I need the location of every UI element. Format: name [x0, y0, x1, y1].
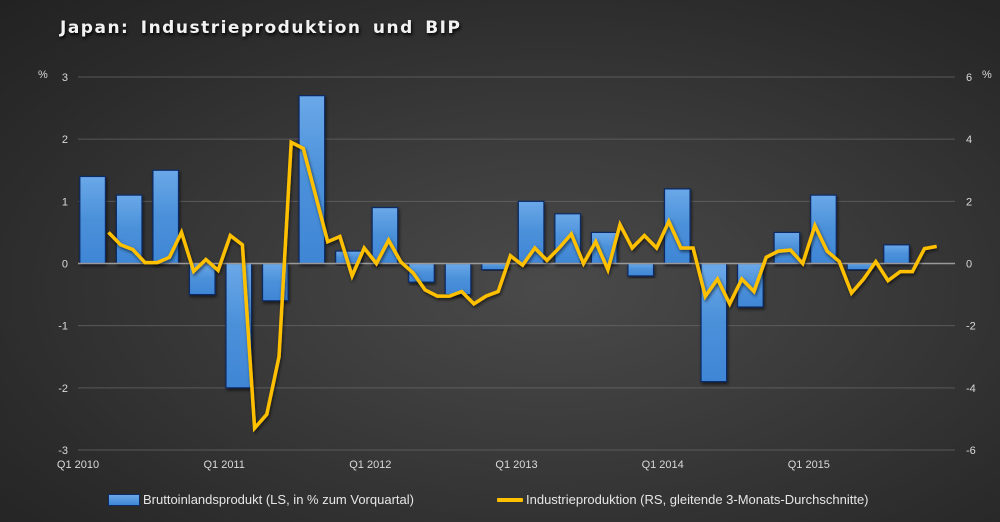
right-axis-tick-label: 4: [966, 134, 972, 146]
legend-label-ip: Industrieproduktion (RS, gleitende 3-Mon…: [526, 492, 869, 507]
x-axis-tick-label: Q1 2010: [57, 459, 99, 471]
right-axis-tick-label: -6: [966, 445, 976, 457]
x-axis-tick-label: Q1 2012: [349, 459, 391, 471]
gdp-bar: [481, 262, 508, 271]
gdp-bar: [883, 244, 910, 265]
left-axis-tick-label: -3: [58, 445, 68, 457]
left-axis-tick-label: 1: [62, 196, 68, 208]
left-axis-tick-label: 3: [62, 72, 68, 84]
gdp-bar: [663, 188, 691, 265]
legend-item-ip: Industrieproduktion (RS, gleitende 3-Mon…: [497, 492, 869, 507]
gdp-bar: [736, 262, 764, 308]
left-axis-tick-label: 2: [62, 134, 68, 146]
gdp-bar: [115, 194, 143, 265]
right-axis-tick-label: -2: [966, 321, 976, 333]
right-axis-tick-label: 0: [966, 259, 972, 271]
gdp-bar: [79, 175, 107, 265]
legend-swatch-bar: [108, 493, 140, 506]
right-axis-tick-label: -4: [966, 383, 976, 395]
x-axis-tick-label: Q1 2013: [495, 459, 537, 471]
left-axis-tick-label: -2: [58, 383, 68, 395]
left-axis-tick-label: -1: [58, 321, 68, 333]
gdp-bar: [773, 231, 801, 265]
left-axis-unit: %: [38, 69, 48, 81]
left-axis-tick-label: 0: [62, 259, 68, 271]
x-axis-tick-label: Q1 2014: [642, 459, 684, 471]
right-axis-tick-label: 6: [966, 72, 972, 84]
x-axis-tick-label: Q1 2015: [788, 459, 830, 471]
legend-label-gdp: Bruttoinlandsprodukt (LS, in % zum Vorqu…: [143, 492, 414, 507]
chart-title: Japan: Industrieproduktion und BIP: [60, 18, 462, 38]
right-axis-tick-label: 2: [966, 196, 972, 208]
right-axis-unit: %: [982, 69, 992, 81]
gdp-bar: [371, 206, 399, 265]
gdp-bar: [444, 262, 472, 296]
legend-swatch-line: [497, 497, 523, 502]
gdp-bar: [627, 262, 655, 277]
legend-item-gdp: Bruttoinlandsprodukt (LS, in % zum Vorqu…: [108, 492, 414, 507]
x-axis-tick-label: Q1 2011: [203, 459, 244, 471]
